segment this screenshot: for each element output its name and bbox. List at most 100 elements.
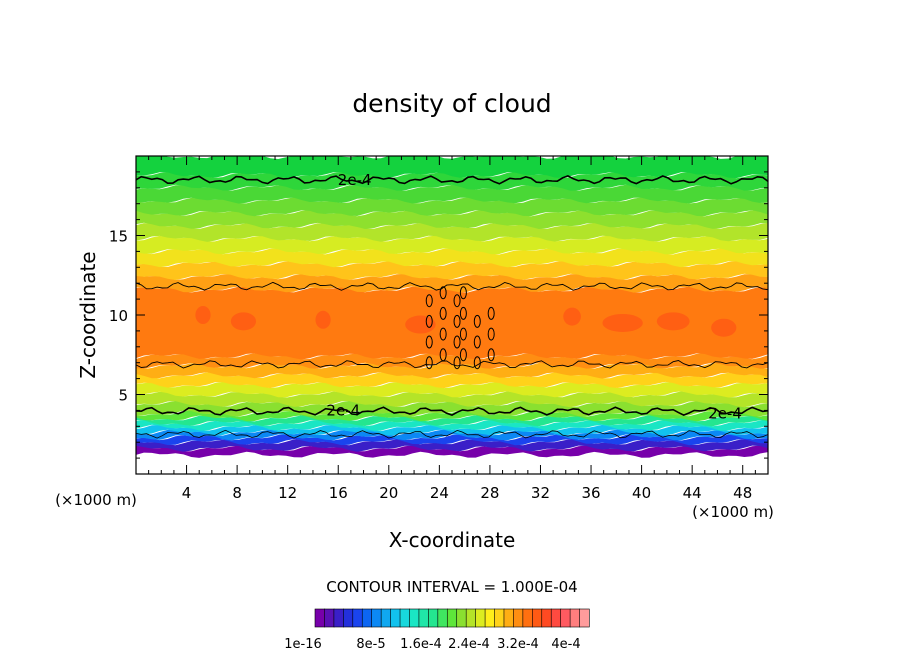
contour-band: [136, 248, 768, 268]
colorbar-swatch: [409, 608, 420, 628]
contour-band: [136, 381, 768, 398]
colorbar-swatch: [333, 608, 344, 628]
contour-loop: [459, 348, 467, 362]
colorbar-swatch: [522, 608, 533, 628]
contour-loop: [487, 348, 495, 362]
contour-loop: [453, 356, 461, 370]
contour-band: [136, 210, 768, 229]
x-tick-label: 48: [733, 484, 752, 502]
contour-loop: [439, 348, 447, 362]
contour-loop: [473, 314, 481, 328]
contour-band: [136, 420, 768, 431]
x-tick-label: 28: [480, 484, 499, 502]
contour-loop: [439, 286, 447, 300]
contour-band: [136, 363, 768, 379]
contour-line: [136, 175, 768, 185]
contour-band: [136, 273, 768, 293]
colorbar: 1e-16 8e-5 1.6e-4 2.4e-4 3.2e-4 4e-4: [284, 608, 590, 652]
x-tick-label: 12: [278, 484, 297, 502]
contour-loop: [459, 327, 467, 341]
x-axis-label: X-coordinate: [389, 528, 516, 552]
colorbar-swatch: [371, 608, 382, 628]
colorbar-swatch: [437, 608, 448, 628]
colorbar-swatch: [399, 608, 411, 628]
contour-loop: [425, 356, 433, 370]
contour-loop: [425, 314, 433, 328]
contour-loop: [453, 294, 461, 308]
contour-loop: [459, 306, 467, 320]
contour-loop: [453, 314, 461, 328]
colorbar-swatch: [446, 608, 458, 628]
contour-fill-layer: [136, 156, 768, 458]
contour-label: 2e-4: [326, 401, 360, 419]
y-axis: 5 10 15: [109, 171, 768, 459]
colorbar-swatch: [484, 608, 496, 628]
colorbar-swatch: [343, 608, 354, 628]
density-patch: [195, 306, 211, 324]
contour-loop: [425, 335, 433, 349]
contour-band: [136, 429, 768, 441]
colorbar-swatch: [560, 608, 571, 628]
colorbar-swatch: [532, 608, 543, 628]
contour-lines-layer: [136, 175, 768, 439]
contour-band: [136, 391, 768, 408]
contour-label: 2e-4: [708, 405, 742, 423]
colorbar-swatch: [579, 608, 590, 628]
contour-loop: [473, 335, 481, 349]
contour-loop: [487, 306, 495, 320]
x-axis: 4 8 12 16 20 24 28 32 36 40 44 48: [148, 156, 756, 502]
density-patch: [563, 307, 581, 326]
contour-band: [136, 235, 768, 255]
colorbar-label: 3.2e-4: [497, 637, 539, 652]
contour-band: [136, 415, 768, 427]
colorbar-label: 2.4e-4: [448, 637, 490, 652]
colorbar-swatch: [569, 608, 581, 628]
contour-loop: [453, 335, 461, 349]
contour-label-layer: 2e-4 2e-4 2e-4: [326, 171, 741, 423]
x-tick-label: 24: [430, 484, 449, 502]
x-tick-label: 4: [182, 484, 192, 502]
x-tick-label: 8: [232, 484, 242, 502]
density-patch: [711, 318, 737, 337]
contour-band: [136, 197, 768, 217]
colorbar-swatch: [465, 608, 477, 628]
density-patch: [602, 313, 643, 332]
density-patches-layer: [195, 306, 737, 337]
y-axis-label: Z-coordinate: [76, 251, 100, 378]
colorbar-swatch: [541, 608, 552, 628]
x-tick-label: 20: [379, 484, 398, 502]
x-tick-label: 44: [683, 484, 702, 502]
contour-loop: [473, 356, 481, 370]
contour-band: [136, 439, 768, 452]
contour-loop: [439, 327, 447, 341]
x-unit-right: (×1000 m): [692, 503, 774, 521]
y-tick-label: 15: [109, 228, 128, 246]
colorbar-swatch: [352, 608, 363, 628]
density-patch: [656, 312, 690, 331]
contour-band: [136, 445, 768, 458]
density-patch: [230, 312, 257, 331]
colorbar-swatch: [361, 608, 373, 628]
colorbar-label: 4e-4: [551, 637, 580, 652]
colorbar-swatch: [503, 608, 515, 628]
colorbar-swatch: [428, 608, 439, 628]
x-tick-label: 32: [531, 484, 550, 502]
contour-loop: [439, 306, 447, 320]
contour-band: [136, 400, 768, 417]
contour-band: [136, 424, 768, 436]
contour-band: [136, 261, 768, 280]
contour-band: [136, 156, 768, 179]
density-patch: [405, 315, 436, 334]
contour-line: [136, 281, 768, 291]
contour-line: [136, 360, 768, 369]
contour-line: [136, 406, 768, 416]
density-patch: [315, 310, 331, 329]
colorbar-label: 8e-5: [356, 637, 385, 652]
colorbar-swatch: [550, 608, 562, 628]
x-tick-label: 40: [632, 484, 651, 502]
colorbar-swatch: [390, 608, 401, 628]
contour-loop: [487, 327, 495, 341]
contour-band: [136, 286, 768, 360]
y-tick-label: 10: [109, 307, 128, 325]
